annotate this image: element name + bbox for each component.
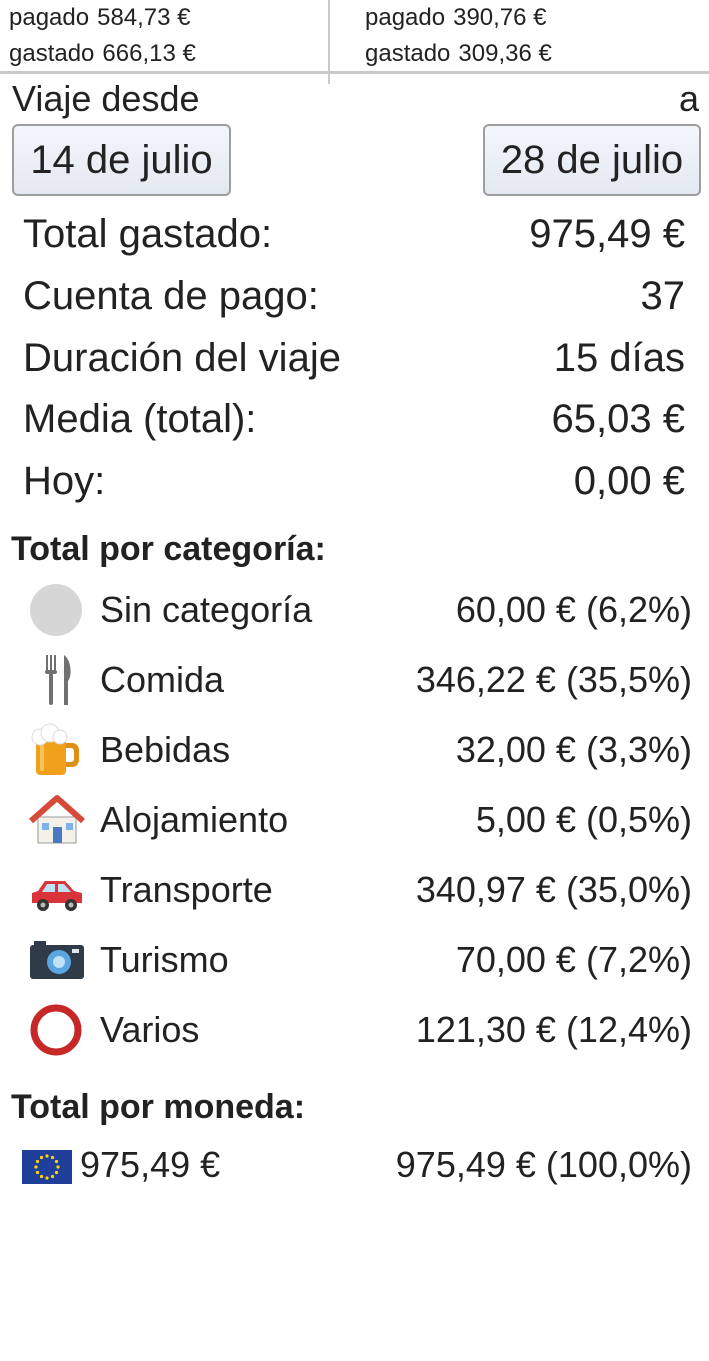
header-divider: [0, 71, 709, 74]
spent-label: gastado: [365, 40, 451, 67]
stat-value: 37: [640, 274, 686, 318]
currency-name: 975,49 €: [80, 1144, 221, 1185]
currency-value: 975,49 € (100,0%): [395, 1144, 692, 1185]
camera-icon: [28, 933, 86, 987]
category-value: 340,97 € (35,0%): [415, 869, 692, 910]
stat-average: Media (total): 65,03 €: [23, 397, 685, 455]
stat-total-spent: Total gastado: 975,49 €: [23, 212, 685, 270]
fork-knife-icon: [28, 653, 86, 707]
red-ring-icon: [28, 1003, 86, 1057]
stat-trip-duration: Duración del viaje 15 días: [23, 336, 685, 394]
currency-title: Total por moneda:: [11, 1088, 306, 1126]
category-name: Turismo: [100, 939, 229, 980]
category-row[interactable]: Sin categoría 60,00 € (6,2%): [28, 583, 692, 643]
spent-label: gastado: [9, 40, 95, 67]
stat-label: Duración del viaje: [23, 336, 341, 380]
eu-flag-icon: [22, 1150, 72, 1184]
participant-summary-1[interactable]: pagado 584,73 € gastado 666,13 €: [9, 0, 196, 72]
paid-amount: 584,73 €: [97, 4, 191, 31]
category-row[interactable]: Alojamiento 5,00 € (0,5%): [28, 793, 692, 853]
currency-row[interactable]: 975,49 € 975,49 € (100,0%): [22, 1144, 692, 1194]
column-divider: [328, 0, 330, 84]
stat-value: 0,00 €: [573, 459, 685, 503]
category-value: 5,00 € (0,5%): [475, 799, 692, 840]
trip-to-label: a: [678, 78, 699, 119]
category-row[interactable]: Transporte 340,97 € (35,0%): [28, 863, 692, 923]
category-row[interactable]: Turismo 70,00 € (7,2%): [28, 933, 692, 993]
stat-value: 975,49 €: [529, 212, 685, 256]
paid-label: pagado: [9, 4, 90, 31]
category-value: 70,00 € (7,2%): [455, 939, 692, 980]
category-row[interactable]: Varios 121,30 € (12,4%): [28, 1003, 692, 1063]
stat-label: Hoy:: [23, 459, 106, 503]
stat-value: 15 días: [553, 336, 685, 380]
spent-amount: 309,36 €: [458, 40, 552, 67]
paid-label: pagado: [365, 4, 446, 31]
participant-summary-2[interactable]: pagado 390,76 € gastado 309,36 €: [365, 0, 552, 72]
category-value: 346,22 € (35,5%): [415, 659, 692, 700]
stat-label: Media (total):: [23, 397, 257, 441]
category-value: 32,00 € (3,3%): [455, 729, 692, 770]
stat-payment-count: Cuenta de pago: 37: [23, 274, 685, 332]
paid-amount: 390,76 €: [453, 4, 547, 31]
category-name: Comida: [100, 659, 225, 700]
stat-value: 65,03 €: [551, 397, 685, 441]
categories-title: Total por categoría:: [11, 530, 326, 568]
house-icon: [28, 793, 86, 847]
category-row[interactable]: Bebidas 32,00 € (3,3%): [28, 723, 692, 783]
category-name: Varios: [100, 1009, 200, 1050]
trip-from-label: Viaje desde: [12, 78, 200, 119]
category-name: Sin categoría: [100, 589, 313, 630]
category-row[interactable]: Comida 346,22 € (35,5%): [28, 653, 692, 713]
category-name: Bebidas: [100, 729, 231, 770]
stat-label: Total gastado:: [23, 212, 273, 256]
category-value: 121,30 € (12,4%): [415, 1009, 692, 1050]
spent-amount: 666,13 €: [102, 40, 196, 67]
stat-label: Cuenta de pago:: [23, 274, 319, 318]
beer-mug-icon: [28, 723, 86, 777]
category-name: Alojamiento: [100, 799, 289, 840]
car-icon: [28, 863, 86, 917]
start-date-button[interactable]: 14 de julio: [12, 124, 231, 196]
category-value: 60,00 € (6,2%): [455, 589, 692, 630]
category-name: Transporte: [100, 869, 273, 910]
stat-today: Hoy: 0,00 €: [23, 459, 685, 517]
grey-circle-icon: [28, 583, 86, 637]
end-date-button[interactable]: 28 de julio: [483, 124, 701, 196]
